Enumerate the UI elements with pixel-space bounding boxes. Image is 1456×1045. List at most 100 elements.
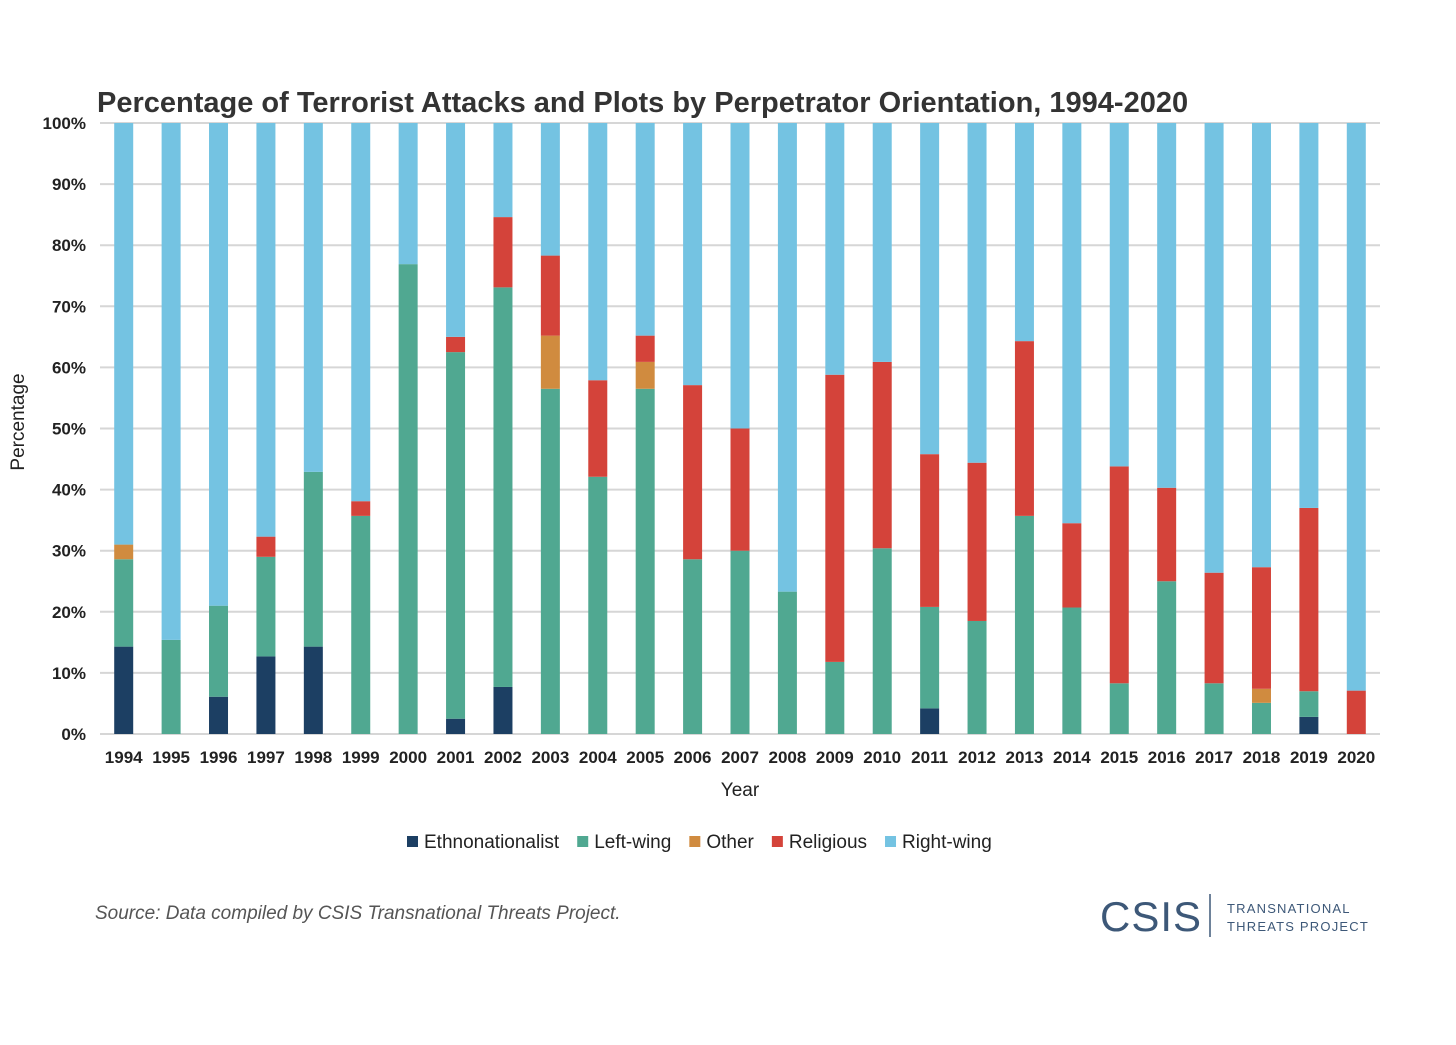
legend-swatch-other (689, 836, 701, 847)
x-tick-label: 2000 (389, 748, 427, 767)
bar-segment-right-wing-2003 (540, 123, 560, 256)
legend-label: Other (706, 832, 754, 853)
bar-segment-left-wing-2015 (1109, 683, 1129, 734)
bar-segment-religious-2011 (920, 454, 940, 607)
bar-segment-right-wing-2009 (825, 123, 845, 375)
bar-segment-religious-2010 (872, 361, 892, 549)
bar-segment-right-wing-2013 (1014, 123, 1034, 342)
bar-segment-right-wing-1999 (351, 123, 371, 502)
bar-segment-left-wing-1999 (351, 515, 371, 734)
bar-segment-left-wing-2002 (493, 287, 513, 687)
bar-segment-religious-2017 (1204, 572, 1224, 684)
bar-segment-religious-2013 (1014, 341, 1034, 516)
x-tick-label: 2017 (1195, 748, 1233, 767)
x-tick-label: 1996 (200, 748, 238, 767)
bar-segment-right-wing-2008 (777, 123, 797, 592)
legend-swatch-right-wing (885, 836, 897, 847)
x-tick-label: 2010 (863, 748, 901, 767)
y-tick-label: 80% (52, 236, 86, 255)
x-tick-label: 2016 (1148, 748, 1186, 767)
bar-segment-left-wing-1998 (303, 471, 323, 647)
bar-segment-left-wing-1996 (209, 605, 229, 697)
bar-segment-ethnonationalist-1998 (303, 646, 323, 734)
bar-segment-right-wing-2004 (588, 123, 608, 381)
bar-segment-right-wing-2005 (635, 123, 655, 336)
bar-segment-religious-2016 (1157, 487, 1177, 582)
x-tick-label: 2014 (1053, 748, 1091, 767)
bar-segment-religious-2006 (683, 385, 703, 560)
bar-segment-other-2003 (540, 335, 560, 389)
bar-segment-right-wing-2017 (1204, 123, 1224, 573)
y-tick-label: 30% (52, 542, 86, 561)
bar-segment-ethnonationalist-2002 (493, 686, 513, 734)
bar-segment-religious-2018 (1251, 567, 1271, 689)
x-tick-label: 2013 (1006, 748, 1044, 767)
y-tick-label: 40% (52, 481, 86, 500)
x-tick-label: 1994 (105, 748, 143, 767)
x-tick-label: 2020 (1337, 748, 1375, 767)
bar-segment-left-wing-2008 (777, 591, 797, 734)
x-tick-label: 2003 (531, 748, 569, 767)
bar-segment-other-1994 (114, 544, 134, 560)
x-tick-label: 2018 (1243, 748, 1281, 767)
bar-segment-religious-2005 (635, 335, 655, 362)
y-tick-label: 60% (52, 358, 86, 377)
legend-swatch-ethnonationalist (407, 836, 418, 847)
bar-segment-ethnonationalist-1997 (256, 656, 276, 734)
bar-segment-religious-1997 (256, 536, 276, 557)
x-tick-label: 1999 (342, 748, 380, 767)
y-axis-label: Percentage (8, 373, 29, 470)
x-tick-label: 2011 (911, 748, 948, 767)
x-tick-label: 2001 (437, 748, 475, 767)
y-tick-label: 90% (52, 175, 86, 194)
bar-segment-right-wing-2010 (872, 123, 892, 362)
legend-swatch-left-wing (577, 836, 589, 847)
y-tick-label: 0% (61, 725, 86, 744)
bar-segment-right-wing-2002 (493, 123, 513, 218)
bars (114, 123, 1366, 734)
x-tick-label: 2019 (1290, 748, 1328, 767)
legend: Ethnonationalist Left-wing Other Religious R… (407, 832, 992, 853)
csis-logo: CSIS TRANSNATIONAL THREATS PROJECT (1100, 893, 1368, 940)
bar-segment-right-wing-2018 (1251, 123, 1271, 568)
x-tick-label: 2008 (768, 748, 806, 767)
bar-segment-right-wing-1998 (303, 123, 323, 472)
bar-segment-right-wing-2012 (967, 123, 987, 463)
bar-segment-religious-2009 (825, 374, 845, 662)
y-tick-label: 50% (52, 420, 86, 439)
x-tick-label: 2002 (484, 748, 522, 767)
bar-segment-left-wing-2005 (635, 388, 655, 734)
bar-segment-left-wing-2010 (872, 548, 892, 734)
bar-segment-religious-2002 (493, 217, 513, 288)
bar-segment-right-wing-2014 (1062, 123, 1082, 524)
legend-swatch-religious (771, 836, 783, 847)
x-tick-label: 1995 (152, 748, 190, 767)
bar-segment-right-wing-1994 (114, 123, 134, 545)
x-tick-label: 2007 (721, 748, 759, 767)
bar-segment-left-wing-2003 (540, 388, 560, 734)
bar-segment-religious-2007 (730, 428, 750, 551)
chart-title: Percentage of Terrorist Attacks and Plot… (97, 87, 1188, 119)
logo-sub-line1: TRANSNATIONAL (1227, 901, 1351, 916)
bar-segment-ethnonationalist-1996 (209, 696, 229, 734)
bar-segment-right-wing-2007 (730, 123, 750, 429)
bar-segment-right-wing-2020 (1346, 123, 1366, 691)
x-tick-label: 2015 (1100, 748, 1138, 767)
bar-segment-left-wing-1994 (114, 559, 134, 647)
x-tick-label: 1998 (294, 748, 332, 767)
legend-label: Religious (789, 832, 867, 853)
bar-segment-right-wing-2011 (920, 123, 940, 455)
bar-segment-right-wing-2001 (446, 123, 466, 337)
bar-segment-left-wing-2006 (683, 559, 703, 734)
x-tick-label: 2004 (579, 748, 617, 767)
bar-segment-right-wing-2019 (1299, 123, 1319, 508)
bar-segment-right-wing-2016 (1157, 123, 1177, 488)
legend-label: Ethnonationalist (424, 832, 560, 853)
x-tick-label: 2005 (626, 748, 664, 767)
bar-segment-right-wing-1996 (209, 123, 229, 606)
bar-segment-left-wing-2009 (825, 661, 845, 734)
bar-segment-right-wing-2000 (398, 123, 418, 265)
bar-segment-religious-2015 (1109, 466, 1129, 684)
bar-segment-left-wing-1995 (161, 639, 181, 734)
